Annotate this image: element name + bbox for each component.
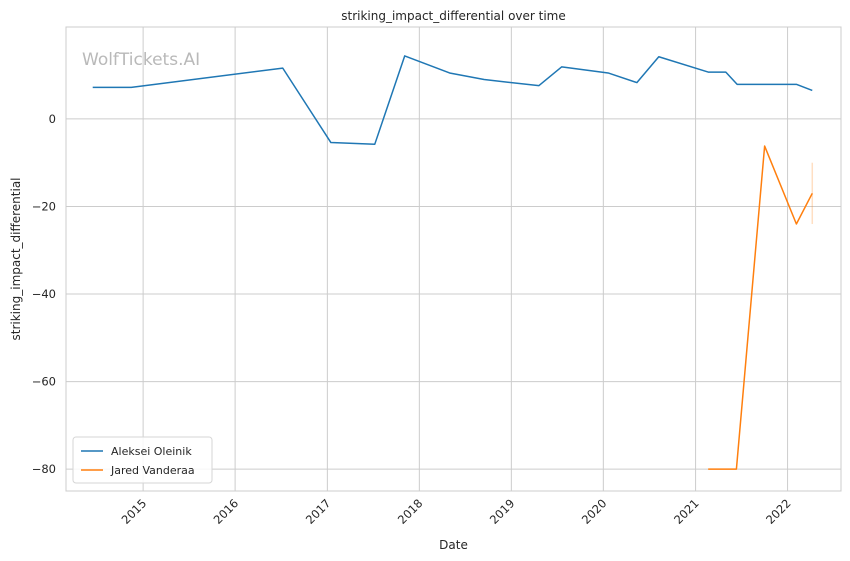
legend: Aleksei Oleinik Jared Vanderaa (72, 436, 213, 484)
grid-lines (66, 27, 841, 491)
y-tick-label: −80 (32, 462, 56, 476)
series-line-2 (708, 145, 813, 470)
series-layer (92, 55, 814, 470)
legend-label: Jared Vanderaa (110, 464, 195, 477)
y-tick-label: 0 (49, 112, 56, 126)
y-tick-label: −20 (32, 199, 56, 213)
y-tick-label: −60 (32, 375, 56, 389)
plot-frame (65, 26, 842, 492)
x-axis-title: Date (439, 538, 468, 552)
y-axis-ticks: 0 −20 −40 −60 −80 (32, 112, 56, 476)
y-axis-title: striking_impact_differential (9, 177, 23, 340)
series-line-1 (92, 55, 813, 146)
watermark-text: WolfTickets.AI (82, 50, 200, 70)
y-tick-label: −40 (32, 287, 56, 301)
chart-title: striking_impact_differential over time (341, 9, 566, 23)
legend-label: Aleksei Oleinik (111, 445, 192, 458)
legend-box (72, 436, 213, 484)
